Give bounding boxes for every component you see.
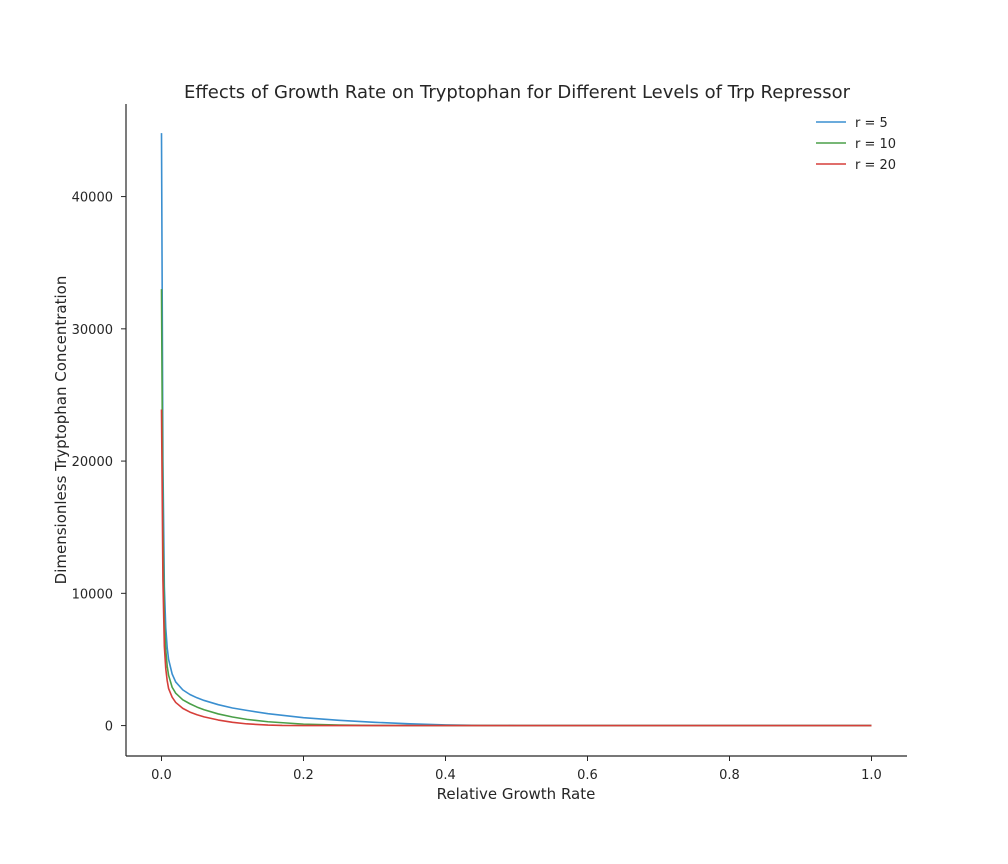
legend-label-1: r = 5 (855, 116, 888, 131)
x-tick-label: 0.8 (719, 768, 740, 783)
series-layer (160, 133, 872, 727)
y-tick-label: 30000 (72, 323, 113, 338)
legend-label-3: r = 20 (855, 158, 896, 173)
x-tick-label: 0.4 (435, 768, 456, 783)
y-axis-label: Dimensionless Tryptophan Concentration (52, 276, 70, 585)
y-tick-label: 10000 (72, 587, 113, 602)
x-tick-label: 0.6 (577, 768, 598, 783)
y-tick-label: 20000 (72, 455, 113, 470)
x-tick-label: 0.0 (151, 768, 172, 783)
y-tick-label: 0 (105, 720, 113, 735)
x-tick-label: 0.2 (293, 768, 314, 783)
chart-title: Effects of Growth Rate on Tryptophan for… (184, 82, 851, 103)
legend: r = 5 r = 10 r = 20 (816, 116, 896, 173)
x-axis-label: Relative Growth Rate (437, 785, 596, 803)
x-tick-label: 1.0 (861, 768, 882, 783)
legend-label-2: r = 10 (855, 137, 896, 152)
y-axis-ticks: 0 10000 20000 30000 40000 (72, 191, 126, 735)
x-axis-ticks: 0.0 0.2 0.4 0.6 0.8 1.0 (151, 756, 882, 783)
y-tick-label: 40000 (72, 191, 113, 206)
series-line-3 (160, 409, 872, 727)
